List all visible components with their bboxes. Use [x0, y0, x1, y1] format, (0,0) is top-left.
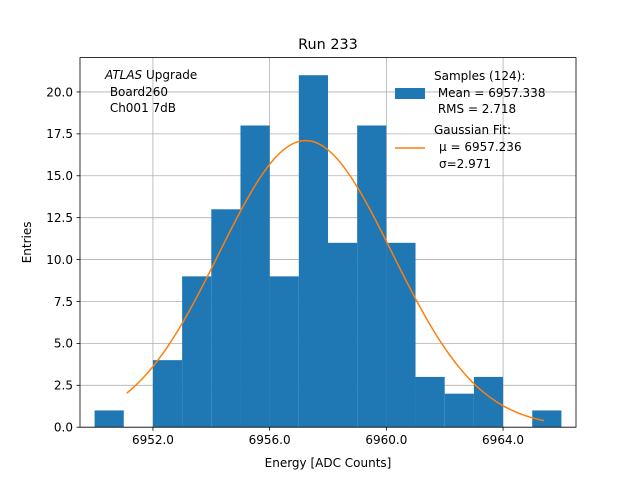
histogram-bar	[386, 242, 416, 428]
x-tick-label: 6956.0	[249, 433, 291, 447]
histogram-bar	[357, 125, 387, 428]
y-tick-label: 20.0	[46, 85, 73, 99]
histogram-bar	[532, 410, 562, 428]
annotation-line-3: Ch001 7dB	[106, 101, 176, 115]
y-tick-label: 17.5	[46, 127, 73, 141]
x-tick-label: 6964.0	[482, 433, 524, 447]
histogram-bar	[182, 276, 212, 428]
legend-fit-line-2: μ = 6957.236	[439, 140, 522, 154]
run-annotation: ATLAS Upgrade Board260 Ch001 7dB	[104, 68, 197, 115]
legend-samples-line-3: RMS = 2.718	[434, 102, 516, 116]
y-tick-label: 7.5	[54, 295, 73, 309]
legend-samples-line-2: Mean = 6957.338	[434, 86, 545, 100]
x-axis-ticks: 6952.0 6956.0 6960.0 6964.0	[132, 427, 524, 447]
histogram-bar	[473, 376, 504, 428]
x-tick-label: 6952.0	[132, 433, 174, 447]
histogram-bar	[298, 75, 328, 428]
histogram-bar	[94, 410, 124, 428]
y-tick-label: 5.0	[54, 337, 73, 351]
y-tick-label: 0.0	[54, 421, 73, 435]
legend: Samples (124): Mean = 6957.338 RMS = 2.7…	[395, 69, 545, 171]
x-tick-label: 6960.0	[365, 433, 407, 447]
annotation-line-1: ATLAS Upgrade	[104, 68, 197, 82]
histogram-bar	[240, 125, 270, 428]
histogram-bars	[94, 75, 562, 428]
y-tick-label: 10.0	[46, 253, 73, 267]
legend-fit-line-1: Gaussian Fit:	[434, 123, 511, 137]
legend-fit-line-3: σ=2.971	[439, 157, 491, 171]
y-tick-label: 15.0	[46, 169, 73, 183]
histogram-bar	[269, 276, 299, 428]
y-tick-label: 2.5	[54, 379, 73, 393]
y-axis-ticks: 0.0 2.5 5.0 7.5 10.0 12.5 15.0 17.5 20.0	[46, 85, 80, 435]
histogram-bar	[415, 376, 445, 428]
histogram-bar	[211, 209, 241, 428]
annotation-line-2: Board260	[106, 85, 168, 99]
legend-samples-swatch	[395, 88, 425, 99]
plot-frame	[79, 57, 577, 428]
legend-samples-line-1: Samples (124):	[434, 69, 525, 83]
histogram-bar	[152, 360, 183, 428]
y-axis-label: Entries	[20, 222, 34, 264]
y-tick-label: 12.5	[46, 211, 73, 225]
x-axis-label: Energy [ADC Counts]	[265, 456, 392, 470]
histogram-bar	[444, 393, 474, 428]
gaussian-fit-curve	[126, 139, 545, 422]
chart-title: Run 233	[298, 37, 358, 53]
histogram-bar	[328, 242, 358, 428]
